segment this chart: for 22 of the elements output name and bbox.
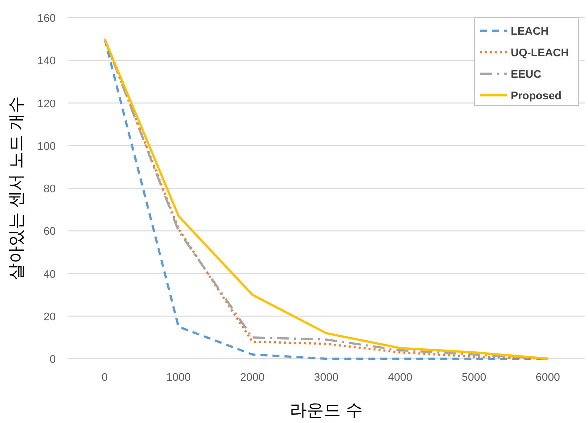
- legend-label: UQ-LEACH: [511, 48, 570, 60]
- y-tick-label: 60: [44, 226, 56, 238]
- y-tick-label: 120: [38, 98, 56, 110]
- legend-label: EEUC: [511, 69, 542, 81]
- x-tick-label: 5000: [462, 372, 486, 384]
- y-tick-label: 20: [44, 311, 56, 324]
- y-tick-label: 80: [44, 184, 56, 196]
- x-tick-label: 1000: [166, 372, 192, 384]
- x-tick-label: 2000: [240, 372, 265, 384]
- y-tick-label: 160: [38, 13, 56, 25]
- x-tick-label: 3000: [314, 372, 339, 384]
- x-tick-label: 0: [102, 372, 108, 384]
- y-tick-label: 140: [38, 56, 56, 68]
- y-tick-label: 40: [44, 268, 56, 281]
- legend-label: LEACH: [511, 26, 549, 38]
- x-axis-title: 라운드 수: [290, 401, 363, 420]
- y-tick-label: 100: [38, 140, 56, 153]
- y-tick-label: 0: [50, 354, 56, 366]
- legend-label: Proposed: [511, 90, 562, 102]
- x-tick-label: 6000: [536, 372, 560, 384]
- y-axis-title: 살아있는 센서 노드 개수: [7, 96, 26, 281]
- x-tick-label: 4000: [388, 372, 413, 384]
